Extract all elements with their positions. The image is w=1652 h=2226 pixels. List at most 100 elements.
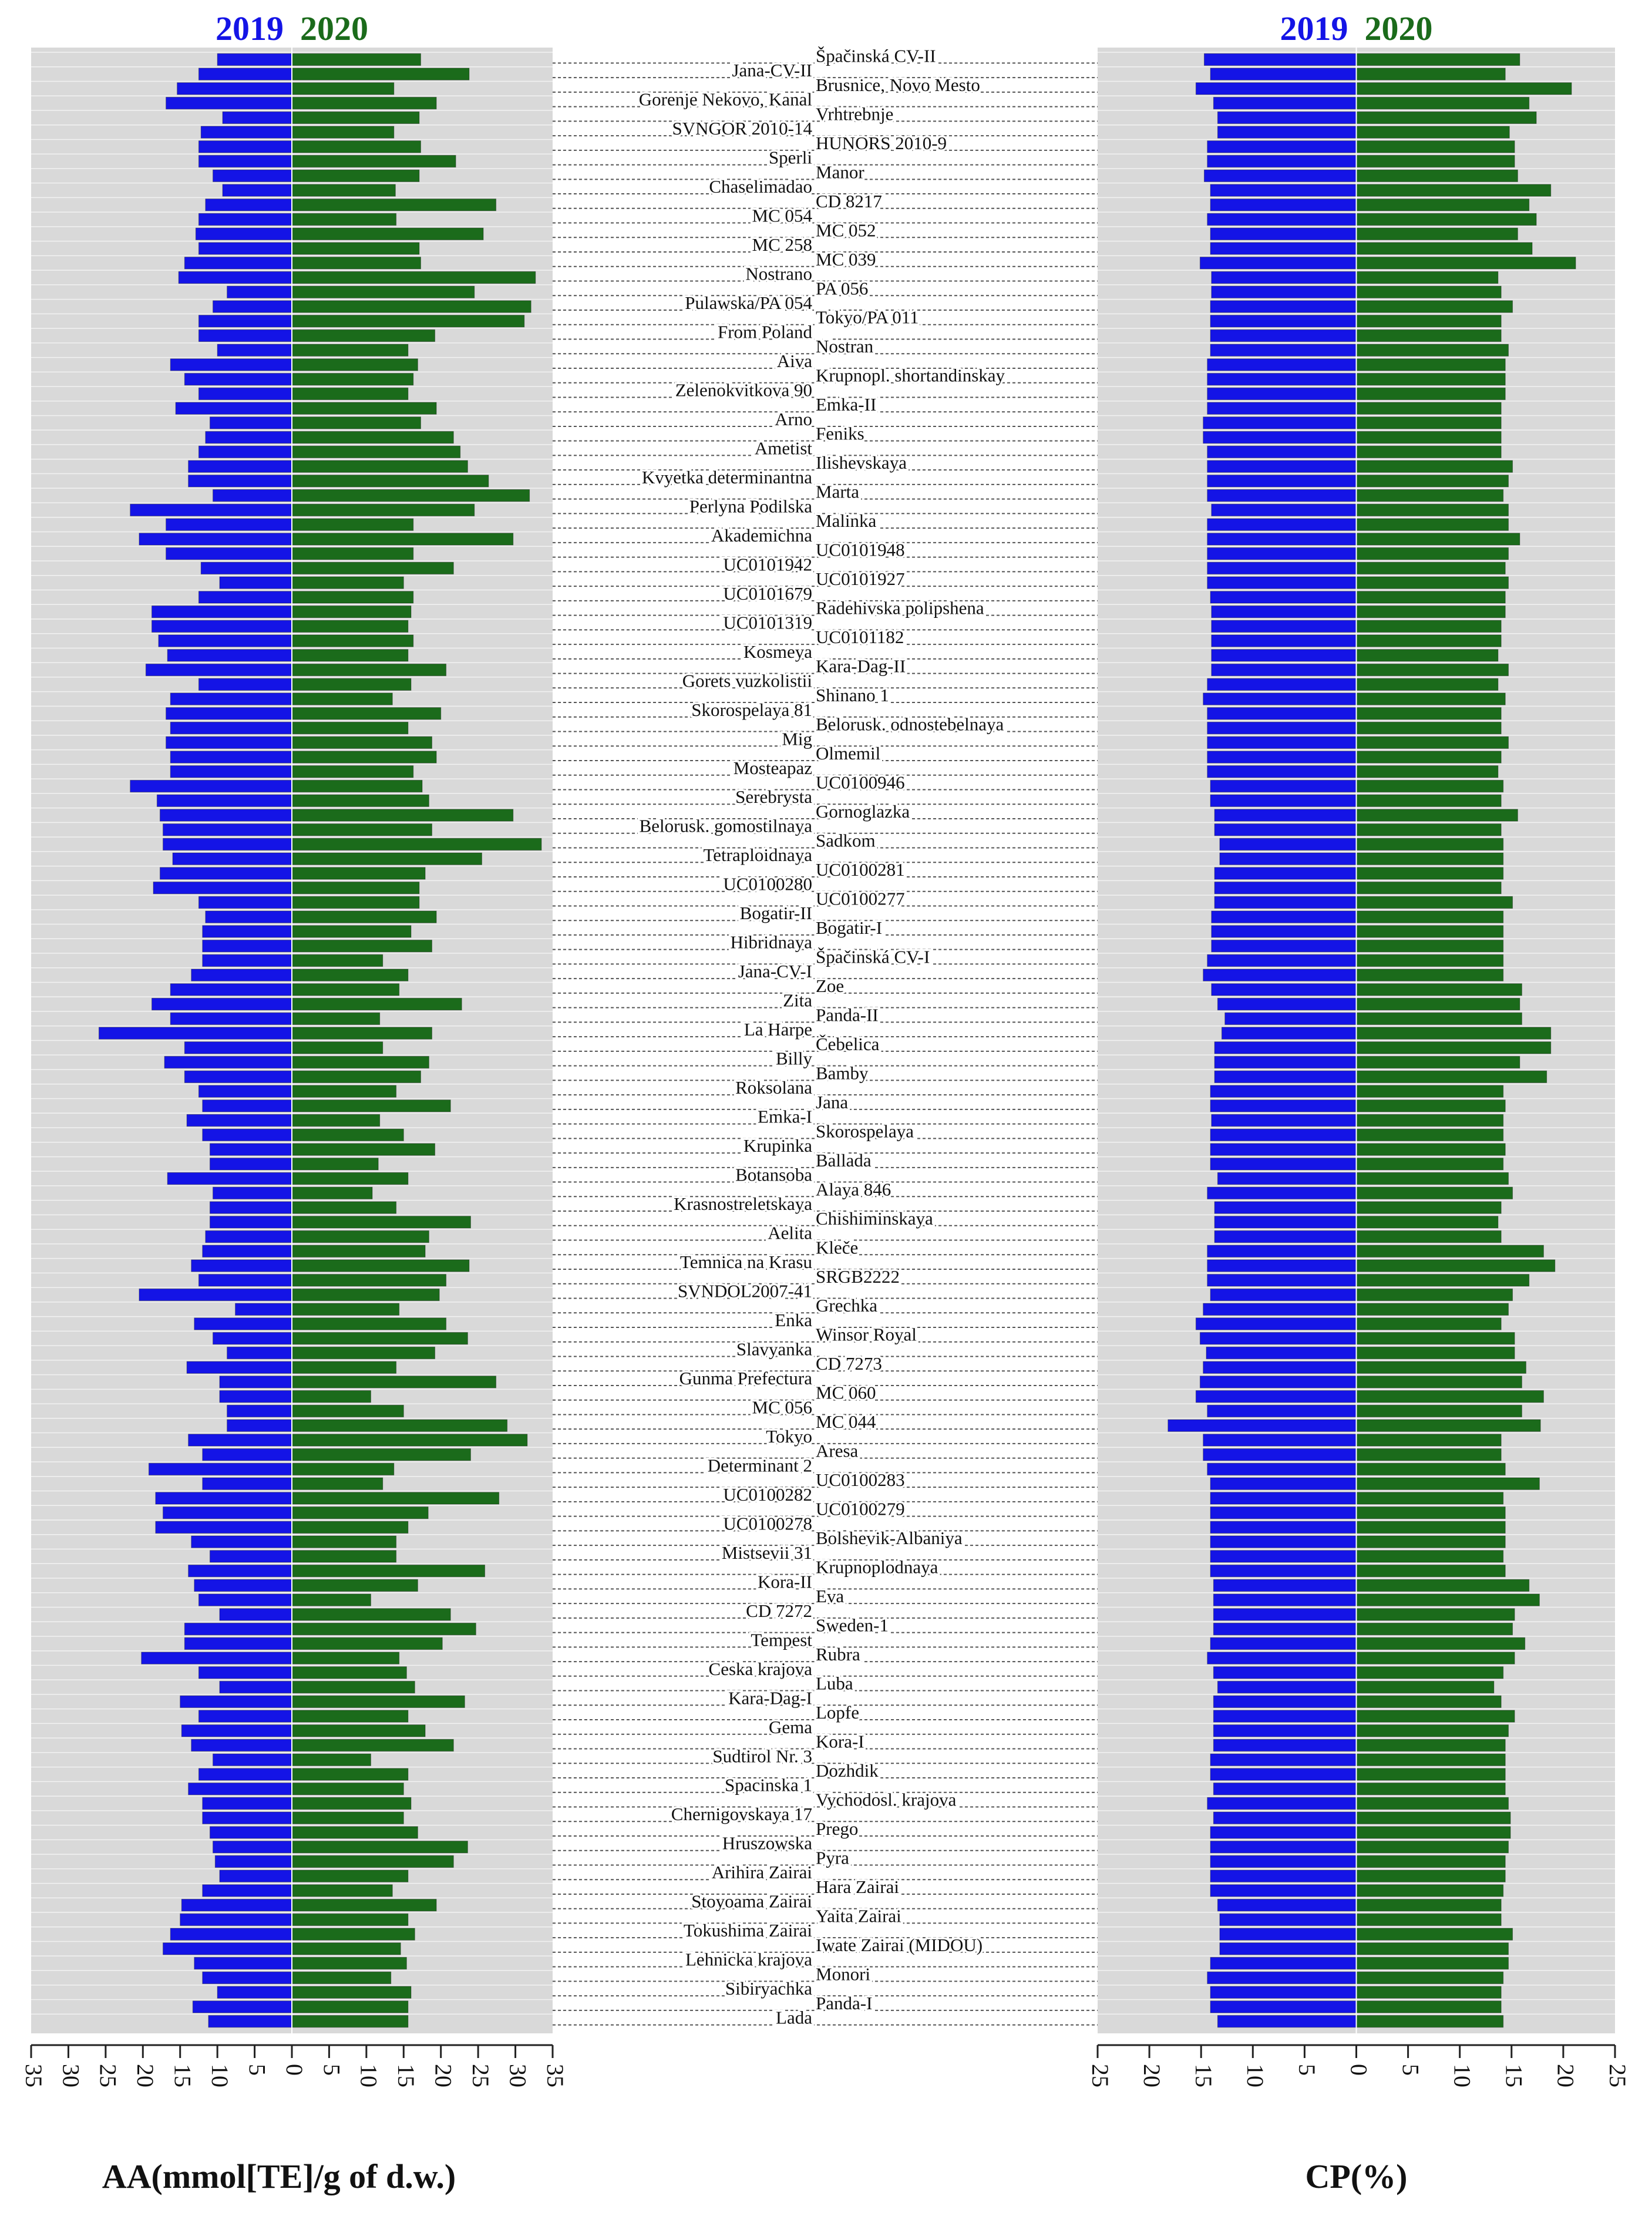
bar [1356, 1768, 1506, 1781]
bar [1214, 1055, 1357, 1069]
bar [1356, 1942, 1509, 1955]
category-label: Perlyna Podilska [689, 496, 812, 516]
x-tick-label: 25 [1604, 2064, 1631, 2087]
bar [209, 1158, 292, 1171]
bar [166, 518, 292, 531]
category-label: Enka [775, 1310, 812, 1330]
bar [1356, 1986, 1502, 1999]
bar [180, 1695, 292, 1708]
bar [1213, 1783, 1357, 1795]
category-label: MC 258 [752, 234, 813, 255]
bar [1356, 1593, 1540, 1606]
category-label: Gorenje Nekovo, Kanal [639, 89, 812, 110]
bar [205, 910, 292, 923]
bar [291, 2015, 409, 2028]
category-label: Bamby [816, 1062, 869, 1083]
bar [198, 445, 292, 459]
bar [1356, 257, 1576, 270]
bar [1356, 1332, 1515, 1345]
bar [184, 1637, 292, 1650]
bar [1211, 503, 1357, 517]
category-label: Eva [816, 1586, 844, 1606]
bar [175, 402, 292, 415]
bar [291, 315, 525, 328]
category-label: La Harpe [744, 1019, 812, 1040]
category-label: UC0100281 [816, 859, 905, 880]
category-label: Roksolana [735, 1077, 812, 1098]
category-label: From Poland [718, 321, 813, 342]
bar [202, 1477, 292, 1490]
bar [291, 1535, 397, 1548]
bar [291, 1608, 451, 1621]
category-label: Lada [776, 2008, 812, 2028]
bar [291, 96, 437, 110]
bar [291, 1652, 400, 1665]
bar [1203, 1303, 1357, 1316]
bar [1213, 96, 1357, 110]
x-tick-label: 20 [430, 2064, 457, 2087]
bar [167, 1172, 292, 1185]
bar [291, 358, 418, 371]
category-label: Gema [769, 1717, 812, 1737]
category-label: CD 7272 [746, 1600, 812, 1621]
bar [1356, 1913, 1502, 1926]
bar [1356, 154, 1515, 168]
bar [153, 882, 292, 895]
category-label: Zita [783, 990, 812, 1011]
bar [170, 751, 292, 764]
bar [1210, 2000, 1357, 2013]
bar [98, 1027, 292, 1040]
bar [1356, 199, 1530, 211]
category-label: Vychodosl. krajova [816, 1789, 957, 1810]
x-axis-title: CP(%) [1306, 2157, 1408, 2195]
bar [291, 1564, 486, 1578]
bar [188, 475, 292, 487]
bar [1203, 969, 1357, 981]
bar [1356, 53, 1520, 66]
bar [1356, 475, 1509, 487]
category-label: Aelita [768, 1223, 812, 1243]
bar [1210, 779, 1357, 793]
bar [1207, 1259, 1357, 1272]
bar [213, 1841, 292, 1854]
category-label: Jana [816, 1092, 848, 1112]
bar [291, 867, 426, 880]
bar [141, 1652, 292, 1665]
bar [1356, 1928, 1513, 1941]
bar [1356, 1957, 1509, 1970]
category-label: Sibiryachka [725, 1978, 812, 1999]
bar [1211, 634, 1357, 647]
bar [1356, 1434, 1502, 1447]
bar [291, 1753, 371, 1766]
bar [1356, 271, 1499, 284]
legend-label: 2020 [300, 9, 368, 48]
bar [1356, 1971, 1504, 1985]
bar [1211, 271, 1357, 284]
bar [291, 1913, 409, 1926]
bar [1356, 82, 1572, 95]
category-label: UC0101182 [816, 627, 904, 647]
bar [188, 1783, 292, 1795]
category-label: Sadkom [816, 830, 876, 850]
bar [1210, 300, 1357, 313]
bar [291, 1869, 409, 1882]
bar [200, 126, 292, 139]
bar [291, 1855, 454, 1868]
category-label: Sweden-1 [816, 1615, 889, 1636]
category-label: Kora-II [758, 1571, 812, 1592]
bar [291, 82, 395, 95]
bar [1207, 765, 1357, 778]
bar [1199, 1376, 1357, 1388]
category-label: Špačinská CV-I [816, 946, 930, 967]
bar [1356, 533, 1520, 546]
bar [148, 1462, 292, 1476]
bar [1356, 1506, 1506, 1519]
bar [291, 1158, 379, 1171]
bar [1207, 1462, 1357, 1476]
bar [1219, 1928, 1357, 1941]
x-tick-label: 15 [393, 2064, 419, 2087]
bar [1356, 1492, 1504, 1505]
category-label: Vrhtrebnje [816, 103, 893, 124]
category-label: MC 060 [816, 1383, 876, 1403]
bar [1356, 1012, 1522, 1025]
